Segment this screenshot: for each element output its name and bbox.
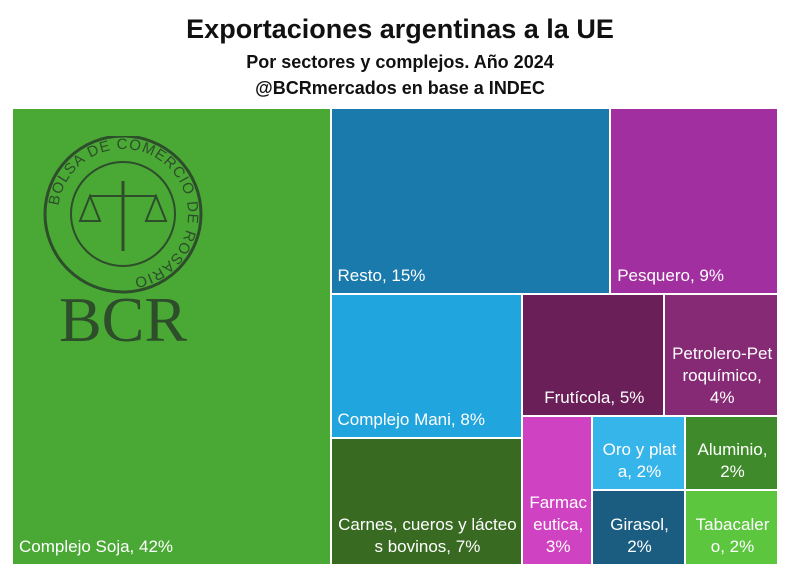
- cell-label: Frutícola, 5%: [544, 387, 645, 407]
- logo: BOLSA DE COMERCIO DE ROSARIO BCR: [43, 136, 203, 355]
- cell-label: Aluminio, 2%: [697, 440, 768, 482]
- cell-label: Girasol, 2%: [610, 514, 669, 556]
- cell-label: Complejo Mani, 8%: [337, 410, 485, 430]
- treemap-cell: Frutícola, 5%: [522, 293, 665, 416]
- cell-label: Carnes, cueros y lácteos bovinos, 7%: [338, 514, 517, 556]
- treemap-cell: Pesquero, 9%: [610, 108, 778, 294]
- cell-label: Oro y plata, 2%: [602, 440, 677, 482]
- seal-ring: [43, 136, 203, 294]
- treemap-cell: Complejo Soja, 42%: [12, 108, 331, 565]
- treemap-cell: Farmaceutica, 3%: [522, 415, 593, 565]
- treemap-cell: Girasol, 2%: [592, 490, 685, 565]
- cell-label: Tabacalero, 2%: [695, 514, 770, 556]
- cell-label: Pesquero, 9%: [617, 265, 724, 285]
- treemap-cell: Resto, 15%: [330, 108, 611, 294]
- chart-title: Exportaciones argentinas a la UE: [186, 14, 614, 44]
- treemap-cell: Oro y plata, 2%: [592, 415, 685, 491]
- seal-inner: [70, 161, 176, 267]
- seal-scales: [78, 193, 168, 222]
- cell-label: Petrolero-Petroquímico, 4%: [672, 343, 773, 407]
- chart-source: @BCRmercados en base a INDEC: [255, 78, 545, 98]
- logo-text: BCR: [59, 284, 187, 355]
- treemap-cell: Petrolero-Petroquímico, 4%: [664, 293, 778, 416]
- treemap: Complejo Soja, 42% Resto, 15% Pesquero, 9%…: [12, 108, 778, 565]
- treemap-cell: Tabacalero, 2%: [685, 490, 778, 565]
- cell-label: Resto, 15%: [337, 265, 426, 285]
- treemap-cell: Carnes, cueros y lácteos bovinos, 7%: [330, 438, 523, 565]
- treemap-cell: Aluminio, 2%: [685, 415, 778, 491]
- treemap-cell: Complejo Mani, 8%: [330, 293, 523, 439]
- cell-label: Complejo Soja, 42%: [19, 537, 174, 556]
- chart-subtitle: Por sectores y complejos. Año 2024: [246, 52, 554, 72]
- cell-label: Farmaceutica, 3%: [529, 492, 587, 556]
